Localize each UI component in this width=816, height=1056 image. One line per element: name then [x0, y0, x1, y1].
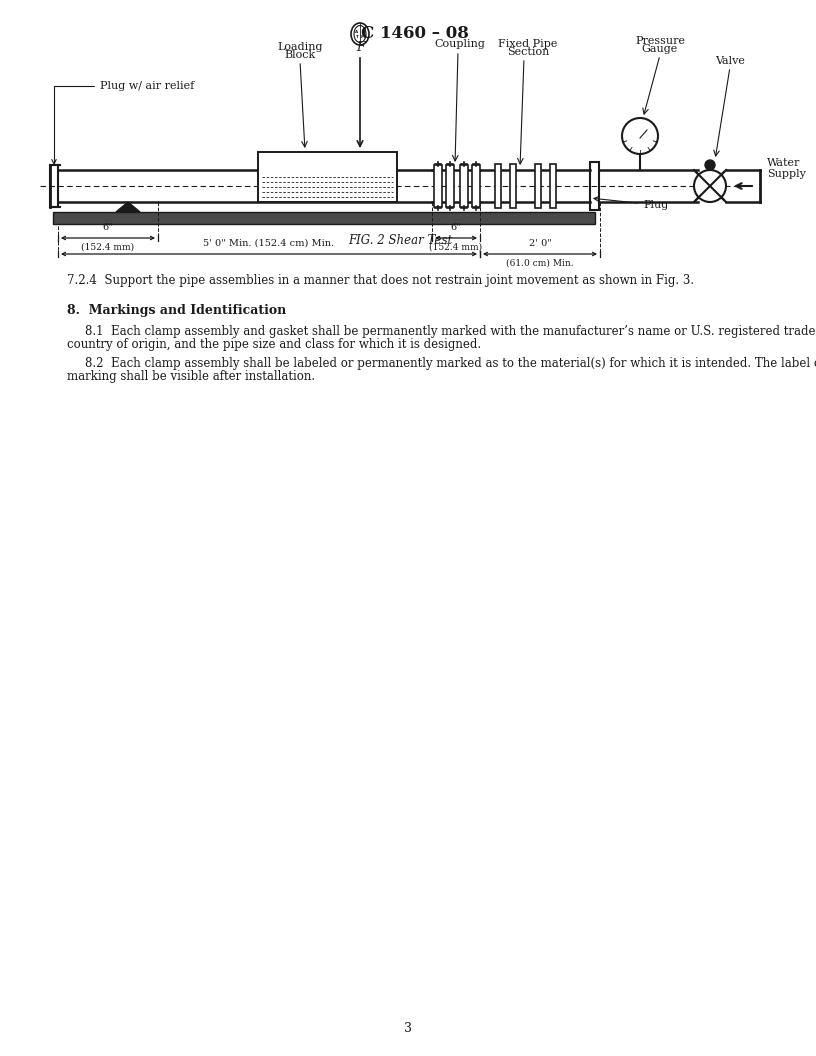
Bar [434, 165, 442, 207]
Circle shape [694, 170, 726, 202]
Text: Water: Water [767, 158, 800, 168]
Bar [258, 152, 397, 202]
Text: 8.2  Each clamp assembly shall be labeled or permanently marked as to the materi: 8.2 Each clamp assembly shall be labeled… [85, 357, 816, 370]
Text: S: S [361, 30, 365, 34]
Text: 2' 0": 2' 0" [529, 239, 552, 248]
Text: F: F [356, 41, 364, 54]
Text: FIG. 2 Shear Test: FIG. 2 Shear Test [348, 233, 452, 246]
Text: Plug: Plug [594, 196, 668, 210]
Text: 3: 3 [404, 1021, 412, 1035]
Bar [460, 165, 468, 207]
Bar [446, 165, 454, 207]
Text: country of origin, and the pipe size and class for which it is designed.: country of origin, and the pipe size and… [67, 338, 481, 351]
Text: Fixed Pipe: Fixed Pipe [499, 39, 557, 49]
Text: Section: Section [507, 48, 549, 57]
Text: M: M [361, 35, 365, 39]
Bar [495, 164, 501, 208]
Text: Plug w/ air relief: Plug w/ air relief [51, 81, 194, 164]
Circle shape [705, 161, 715, 170]
Bar [510, 164, 516, 208]
Text: C 1460 – 08: C 1460 – 08 [361, 25, 469, 42]
Text: Pressure: Pressure [635, 36, 685, 46]
Text: Gauge: Gauge [642, 44, 678, 54]
Text: 8.  Markings and Identification: 8. Markings and Identification [67, 304, 286, 317]
Text: (61.0 cm) Min.: (61.0 cm) Min. [506, 259, 574, 268]
Text: marking shall be visible after installation.: marking shall be visible after installat… [67, 370, 315, 383]
Text: 6": 6" [103, 223, 113, 232]
Text: T: T [356, 35, 358, 39]
Bar [53, 212, 595, 224]
Text: 5' 0" Min. (152.4 cm) Min.: 5' 0" Min. (152.4 cm) Min. [203, 239, 335, 248]
Text: (152.4 mm): (152.4 mm) [429, 243, 482, 252]
Text: 7.2.4  Support the pipe assemblies in a manner that does not restrain joint move: 7.2.4 Support the pipe assemblies in a m… [67, 274, 694, 287]
Polygon shape [116, 202, 140, 212]
Text: 6": 6" [450, 223, 461, 232]
Bar [50, 165, 58, 207]
Text: A: A [356, 30, 358, 34]
Text: (152.4 mm): (152.4 mm) [82, 243, 135, 252]
Bar [535, 164, 541, 208]
Text: Coupling: Coupling [435, 39, 486, 49]
Text: 8.1  Each clamp assembly and gasket shall be permanently marked with the manufac: 8.1 Each clamp assembly and gasket shall… [85, 325, 816, 338]
Text: Supply: Supply [767, 169, 806, 180]
Text: Loading: Loading [277, 42, 323, 52]
Bar [550, 164, 556, 208]
Bar [472, 165, 480, 207]
Text: Block: Block [284, 50, 316, 60]
Text: Valve: Valve [715, 56, 745, 65]
Bar [590, 162, 599, 210]
